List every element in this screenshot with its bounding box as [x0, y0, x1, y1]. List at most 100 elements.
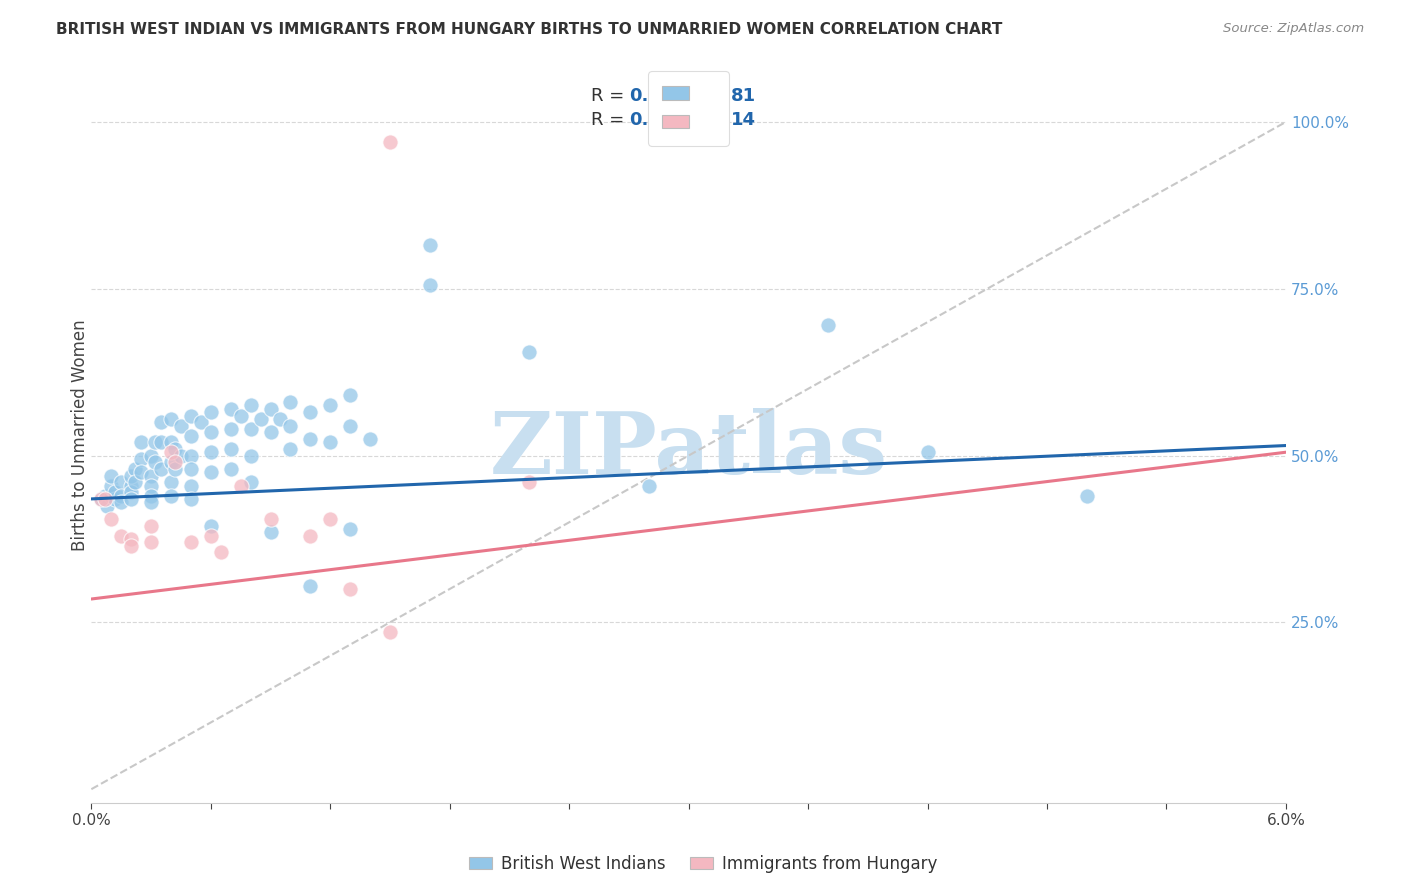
Text: 81: 81 — [731, 87, 755, 104]
Point — [637, 478, 659, 492]
Point — [249, 412, 271, 426]
Point — [319, 435, 342, 450]
Point — [219, 442, 242, 456]
Point — [239, 449, 262, 463]
Text: N =: N = — [690, 87, 731, 104]
Point — [280, 395, 302, 409]
Point — [219, 401, 242, 416]
Point — [124, 475, 146, 490]
Point — [229, 409, 252, 423]
Point — [163, 462, 186, 476]
Point — [94, 489, 117, 503]
Text: 14: 14 — [731, 111, 755, 129]
Point — [90, 491, 112, 506]
Text: BRITISH WEST INDIAN VS IMMIGRANTS FROM HUNGARY BIRTHS TO UNMARRIED WOMEN CORRELA: BRITISH WEST INDIAN VS IMMIGRANTS FROM H… — [56, 22, 1002, 37]
Point — [139, 489, 162, 503]
Point — [160, 489, 183, 503]
Point — [180, 535, 202, 549]
Point — [150, 415, 173, 429]
Point — [160, 445, 183, 459]
Y-axis label: Births to Unmarried Women: Births to Unmarried Women — [72, 319, 89, 551]
Point — [110, 528, 132, 542]
Point — [160, 435, 183, 450]
Point — [817, 318, 839, 333]
Point — [229, 478, 252, 492]
Point — [163, 442, 186, 456]
Point — [419, 278, 441, 293]
Point — [139, 495, 162, 509]
Point — [94, 491, 117, 506]
Point — [150, 462, 173, 476]
Point — [299, 528, 322, 542]
Text: 0.393: 0.393 — [628, 111, 686, 129]
Text: Source: ZipAtlas.com: Source: ZipAtlas.com — [1223, 22, 1364, 36]
Point — [299, 432, 322, 446]
Point — [419, 238, 441, 252]
Point — [160, 475, 183, 490]
Point — [239, 422, 262, 436]
Point — [150, 435, 173, 450]
Point — [219, 422, 242, 436]
Point — [180, 478, 202, 492]
Point — [139, 478, 162, 492]
Point — [139, 449, 162, 463]
Point — [143, 435, 166, 450]
Point — [209, 545, 232, 559]
Point — [378, 625, 401, 640]
Point — [139, 518, 162, 533]
Legend:    ,    : , — [648, 70, 730, 146]
Point — [120, 485, 142, 500]
Point — [259, 401, 281, 416]
Point — [100, 468, 122, 483]
Point — [359, 432, 381, 446]
Point — [299, 579, 322, 593]
Point — [90, 491, 112, 506]
Point — [200, 445, 222, 459]
Point — [180, 428, 202, 442]
Point — [120, 532, 142, 546]
Point — [124, 462, 146, 476]
Point — [100, 512, 122, 526]
Legend: British West Indians, Immigrants from Hungary: British West Indians, Immigrants from Hu… — [463, 848, 943, 880]
Point — [180, 409, 202, 423]
Point — [170, 449, 193, 463]
Point — [120, 539, 142, 553]
Point — [200, 465, 222, 479]
Point — [519, 475, 541, 490]
Point — [259, 512, 281, 526]
Point — [180, 449, 202, 463]
Point — [378, 135, 401, 149]
Point — [1076, 489, 1098, 503]
Point — [190, 415, 212, 429]
Text: R =: R = — [591, 111, 630, 129]
Point — [270, 412, 292, 426]
Point — [339, 418, 361, 433]
Point — [319, 399, 342, 413]
Text: N =: N = — [690, 111, 731, 129]
Text: R =: R = — [591, 87, 630, 104]
Point — [239, 475, 262, 490]
Point — [200, 528, 222, 542]
Point — [143, 455, 166, 469]
Point — [180, 491, 202, 506]
Point — [160, 412, 183, 426]
Point — [200, 518, 222, 533]
Text: ZIPatlas: ZIPatlas — [489, 409, 887, 492]
Point — [96, 499, 118, 513]
Point — [917, 445, 939, 459]
Point — [280, 418, 302, 433]
Point — [129, 451, 152, 466]
Point — [110, 489, 132, 503]
Point — [219, 462, 242, 476]
Point — [120, 478, 142, 492]
Point — [280, 442, 302, 456]
Point — [170, 418, 193, 433]
Point — [163, 455, 186, 469]
Point — [259, 425, 281, 440]
Point — [129, 435, 152, 450]
Point — [259, 525, 281, 540]
Point — [160, 455, 183, 469]
Point — [180, 462, 202, 476]
Point — [239, 399, 262, 413]
Point — [139, 468, 162, 483]
